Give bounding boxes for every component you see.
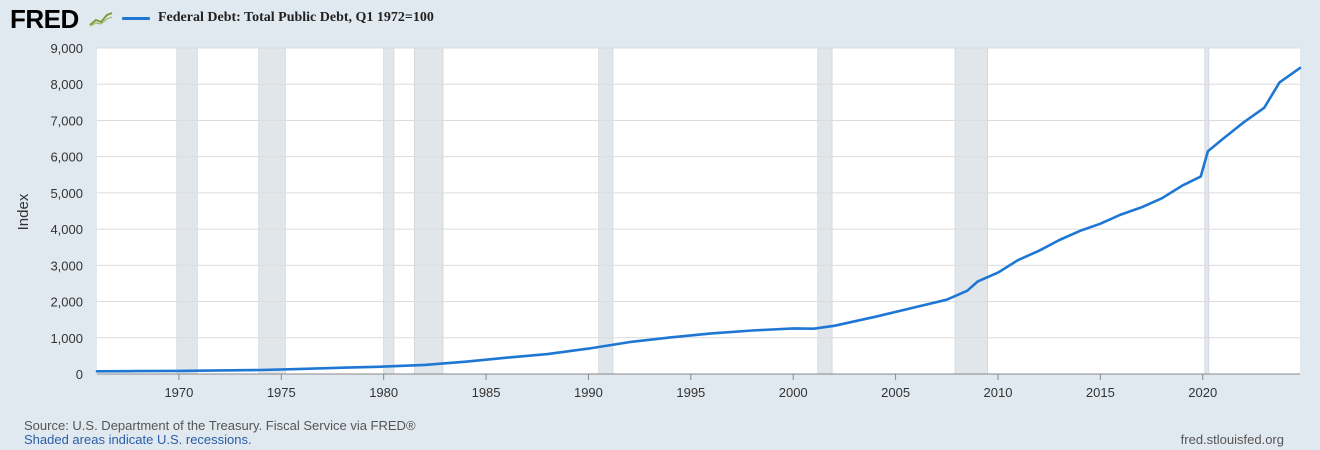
x-tick-label: 2020 bbox=[1188, 385, 1217, 400]
y-tick-label: 9,000 bbox=[50, 41, 83, 56]
recession-note[interactable]: Shaded areas indicate U.S. recessions. bbox=[24, 432, 252, 447]
x-tick-label: 2000 bbox=[779, 385, 808, 400]
y-tick-label: 0 bbox=[76, 367, 83, 382]
chart-legend: Federal Debt: Total Public Debt, Q1 1972… bbox=[122, 10, 434, 26]
y-axis-label: Index bbox=[15, 193, 32, 230]
y-tick-label: 6,000 bbox=[50, 150, 83, 165]
x-tick-label: 2015 bbox=[1086, 385, 1115, 400]
recession-band bbox=[1204, 47, 1210, 375]
x-tick-label: 2005 bbox=[881, 385, 910, 400]
x-tick-label: 1975 bbox=[267, 385, 296, 400]
series-line bbox=[95, 66, 1302, 373]
recession-band bbox=[383, 47, 395, 375]
y-tick-label: 2,000 bbox=[50, 295, 83, 310]
recession-bands bbox=[176, 47, 1210, 375]
chart-trend-icon bbox=[88, 10, 114, 28]
recession-band bbox=[954, 47, 989, 375]
x-tick-label: 2010 bbox=[984, 385, 1013, 400]
y-tick-label: 4,000 bbox=[50, 222, 83, 237]
recession-band bbox=[598, 47, 614, 375]
recession-band bbox=[414, 47, 444, 375]
y-tick-label: 8,000 bbox=[50, 77, 83, 92]
x-tick-label: 1985 bbox=[472, 385, 501, 400]
y-tick-label: 5,000 bbox=[50, 186, 83, 201]
series-layer bbox=[95, 66, 1302, 373]
recession-band bbox=[176, 47, 198, 375]
x-tick-label: 1990 bbox=[574, 385, 603, 400]
site-url[interactable]: fred.stlouisfed.org bbox=[1180, 432, 1284, 447]
plot-area bbox=[97, 48, 1300, 374]
y-axis-ticks: 0 1,000 2,000 3,000 4,000 5,000 6,000 7,000 8,00… bbox=[50, 41, 83, 382]
x-axis-ticks: 1970 1975 1980 1985 1990 1995 2000 2005 2010 2015… bbox=[97, 373, 1300, 400]
y-tick-label: 7,000 bbox=[50, 113, 83, 128]
x-tick-label: 1970 bbox=[164, 385, 193, 400]
x-tick-label: 1980 bbox=[369, 385, 398, 400]
source-note: Source: U.S. Department of the Treasury.… bbox=[24, 418, 416, 433]
x-tick-label: 1995 bbox=[676, 385, 705, 400]
y-tick-label: 1,000 bbox=[50, 331, 83, 346]
legend-swatch bbox=[122, 16, 150, 20]
recession-band bbox=[258, 47, 286, 375]
legend-label: Federal Debt: Total Public Debt, Q1 1972… bbox=[158, 10, 434, 25]
fred-logo[interactable]: FRED bbox=[10, 4, 79, 34]
y-tick-label: 3,000 bbox=[50, 258, 83, 273]
